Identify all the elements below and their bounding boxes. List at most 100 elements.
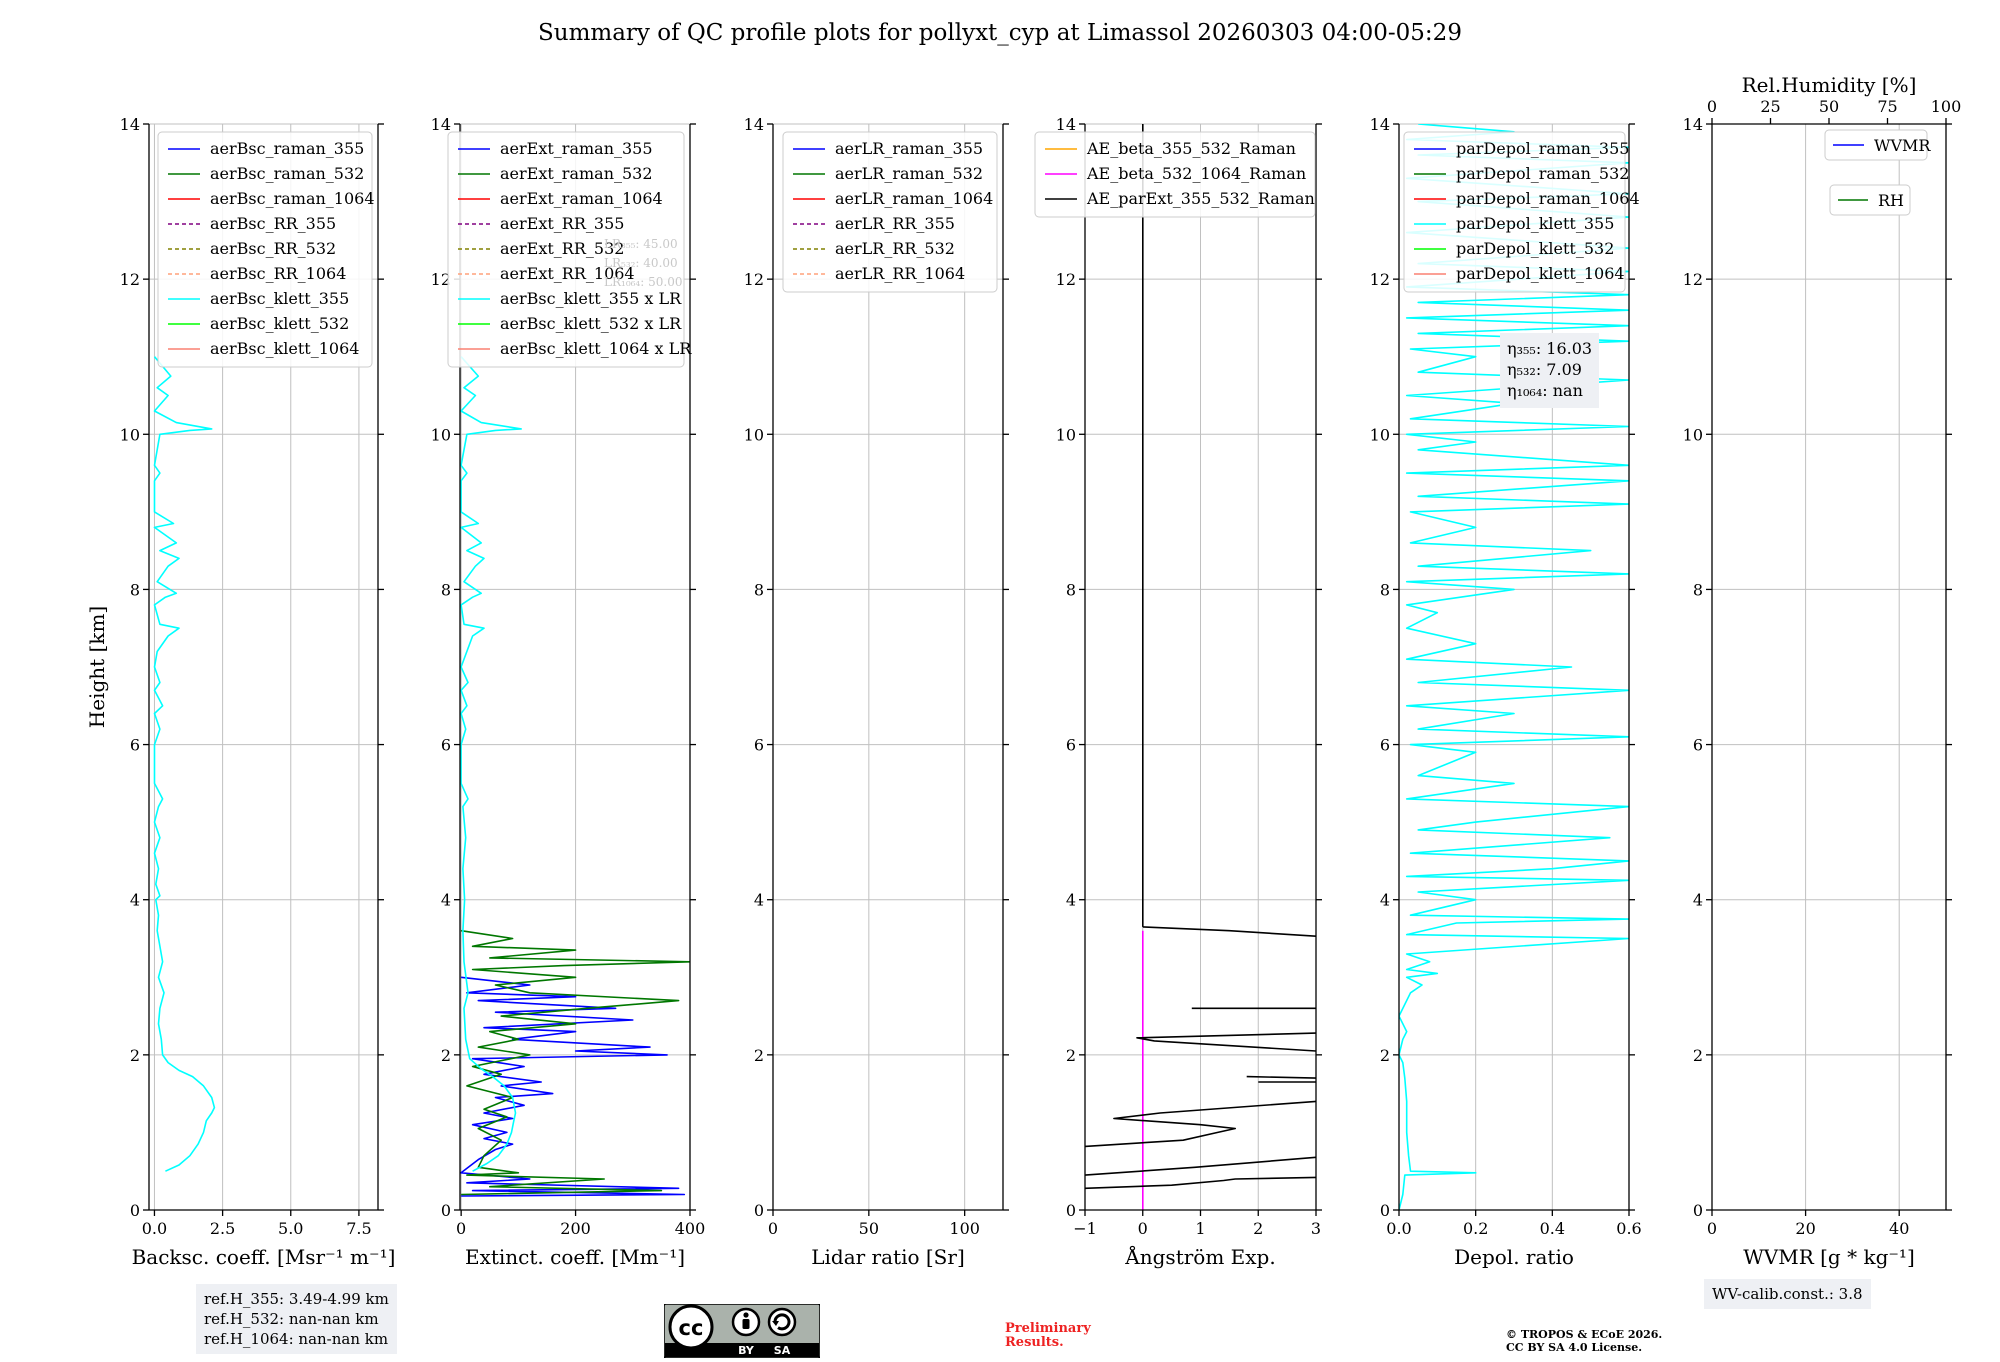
legend-lr: aerLR_raman_355 aerLR_raman_532 aerLR_rama… <box>782 131 998 293</box>
xtick-label: 0 <box>456 1219 466 1238</box>
ytick-label: 2 <box>130 1046 140 1065</box>
ytick-label: 0 <box>1066 1201 1076 1220</box>
ytick-label: 14 <box>431 115 451 134</box>
y-axis-label: Height [km] <box>85 606 109 728</box>
legend-label: aerBsc_klett_532 x LR <box>500 314 682 333</box>
legend-label: aerBsc_klett_355 <box>210 289 349 308</box>
legend-label: aerBsc_raman_532 <box>210 164 364 183</box>
ytick-label: 10 <box>431 425 451 444</box>
legend-label: aerBsc_klett_532 <box>210 314 349 333</box>
wv-calib-box: WV-calib.const.: 3.8 <box>1704 1279 1871 1309</box>
xtick-label: 0 <box>768 1219 778 1238</box>
legend-ext: aerExt_raman_355 aerExt_raman_532 aerExt_r… <box>447 131 692 368</box>
legend-label: AE_parExt_355_532_Raman <box>1086 189 1315 208</box>
ytick-label: 2 <box>754 1046 764 1065</box>
legend-label: parDepol_raman_355 <box>1456 139 1629 158</box>
ytick-label: 6 <box>1380 736 1390 755</box>
legend-depol: parDepol_raman_355 parDepol_raman_532 parD… <box>1403 131 1640 293</box>
ytick-label: 12 <box>744 270 764 289</box>
legend-bsc: aerBsc_raman_355 aerBsc_raman_532 aerBsc_r… <box>157 131 375 368</box>
legend-label: parDepol_klett_532 <box>1456 239 1614 258</box>
series-AE_parExt_355_532_Raman <box>1136 1032 1316 1052</box>
ytick-label: 10 <box>744 425 764 444</box>
legend-label: RH <box>1878 191 1904 210</box>
ytick-label: 14 <box>1683 115 1703 134</box>
panel-depol: 0 2 4 6 8 10 12 14 0.0 0.2 0.4 0.6 Depol. ratio parDe… <box>1370 115 1642 1269</box>
series-AE_parExt_355_532_Raman <box>1085 1156 1316 1176</box>
x-axis-label: Extinct. coeff. [Mm⁻¹] <box>465 1245 685 1269</box>
panel-bsc: 0 2 4 6 8 10 12 14 0.0 2.5 5.0 7.5 Backsc. coeff. [M… <box>85 115 395 1269</box>
legend-label: aerLR_raman_355 <box>835 139 983 158</box>
ytick-label: 0 <box>130 1201 140 1220</box>
legend-label: aerExt_raman_355 <box>500 139 653 158</box>
ytick-label: 2 <box>1066 1046 1076 1065</box>
ytick-label: 6 <box>130 736 140 755</box>
legend-label: aerExt_raman_532 <box>500 164 653 183</box>
series-AE_parExt_355_532_Raman <box>1246 1075 1316 1079</box>
legend-box <box>447 131 685 368</box>
ytick-label: 10 <box>1370 425 1390 444</box>
ytick-label: 8 <box>1066 580 1076 599</box>
series-AE_parExt_355_532_Raman <box>1142 926 1316 937</box>
top-xtick-label: 100 <box>1931 97 1962 116</box>
legend-label: aerExt_RR_355 <box>500 214 624 233</box>
ytick-label: 12 <box>1370 270 1390 289</box>
xtick-label: 7.5 <box>346 1219 371 1238</box>
ref-height-532: ref.H_532: nan-nan km <box>204 1310 379 1328</box>
ytick-label: 0 <box>754 1201 764 1220</box>
legend-label: aerBsc_RR_1064 <box>210 264 346 283</box>
ytick-label: 2 <box>441 1046 451 1065</box>
legend-label: AE_beta_532_1064_Raman <box>1086 164 1306 183</box>
legend-box <box>1403 131 1626 293</box>
ytick-label: 12 <box>1683 270 1703 289</box>
xtick-label: 0 <box>1707 1219 1717 1238</box>
lidar-ratio-label: LR₁₀₆₄: 50.00 <box>604 275 682 289</box>
xtick-label: 3 <box>1311 1219 1321 1238</box>
legend-label: aerBsc_klett_1064 x LR <box>500 339 692 358</box>
legend-box <box>782 131 998 293</box>
ytick-label: 6 <box>1693 736 1703 755</box>
legend-label: aerBsc_raman_1064 <box>210 189 375 208</box>
x-axis-label: Ångström Exp. <box>1124 1244 1275 1269</box>
legend-label: aerBsc_klett_355 x LR <box>500 289 682 308</box>
eta-label: η₃₅₅: 16.03 <box>1507 339 1592 358</box>
top-xtick-label: 25 <box>1760 97 1780 116</box>
legend-label: aerLR_raman_532 <box>835 164 983 183</box>
legend-rh: RH <box>1829 184 1911 216</box>
series-parDepol_klett_355 <box>1399 124 1629 1210</box>
ytick-label: 0 <box>1693 1201 1703 1220</box>
svg-text:BY: BY <box>738 1344 755 1357</box>
xtick-label: 100 <box>949 1219 980 1238</box>
legend-label: aerBsc_klett_1064 <box>210 339 359 358</box>
ytick-label: 14 <box>1370 115 1390 134</box>
eta-label: η₁₀₆₄: nan <box>1507 381 1583 400</box>
xtick-label: 0.4 <box>1540 1219 1565 1238</box>
ytick-label: 4 <box>441 891 451 910</box>
legend-label: aerLR_RR_1064 <box>835 264 965 283</box>
legend-label: aerBsc_RR_532 <box>210 239 336 258</box>
x-axis-label: Backsc. coeff. [Msr⁻¹ m⁻¹] <box>132 1245 396 1269</box>
eta-label: η₅₃₂: 7.09 <box>1507 360 1582 379</box>
xtick-label: 0.6 <box>1616 1219 1641 1238</box>
top-xtick-label: 50 <box>1819 97 1839 116</box>
xtick-label: −1 <box>1073 1219 1097 1238</box>
legend-label: aerBsc_RR_355 <box>210 214 336 233</box>
series-aerExt_raman_532 <box>460 929 690 1196</box>
ytick-label: 2 <box>1380 1046 1390 1065</box>
xtick-label: 0.0 <box>1386 1219 1411 1238</box>
legend-box <box>157 131 373 368</box>
series-aerBsc_klett_355 <box>153 356 216 1172</box>
ytick-label: 10 <box>1683 425 1703 444</box>
legend-label: aerExt_RR_1064 <box>500 264 635 283</box>
legend-ae: AE_beta_355_532_Raman AE_beta_532_1064_Ra… <box>1034 131 1316 218</box>
ytick-label: 6 <box>441 736 451 755</box>
ytick-label: 8 <box>754 580 764 599</box>
preliminary-note: Preliminary Results. <box>1005 1321 1091 1350</box>
panel-lr: 0 2 4 6 8 10 12 14 0 50 100 Lidar ratio [Sr] aerLR_r… <box>744 115 1009 1269</box>
legend-label: aerLR_RR_532 <box>835 239 955 258</box>
ytick-label: 10 <box>1056 425 1076 444</box>
legend-label: AE_beta_355_532_Raman <box>1086 139 1296 158</box>
series-aerExt_raman_355 <box>460 976 686 1197</box>
